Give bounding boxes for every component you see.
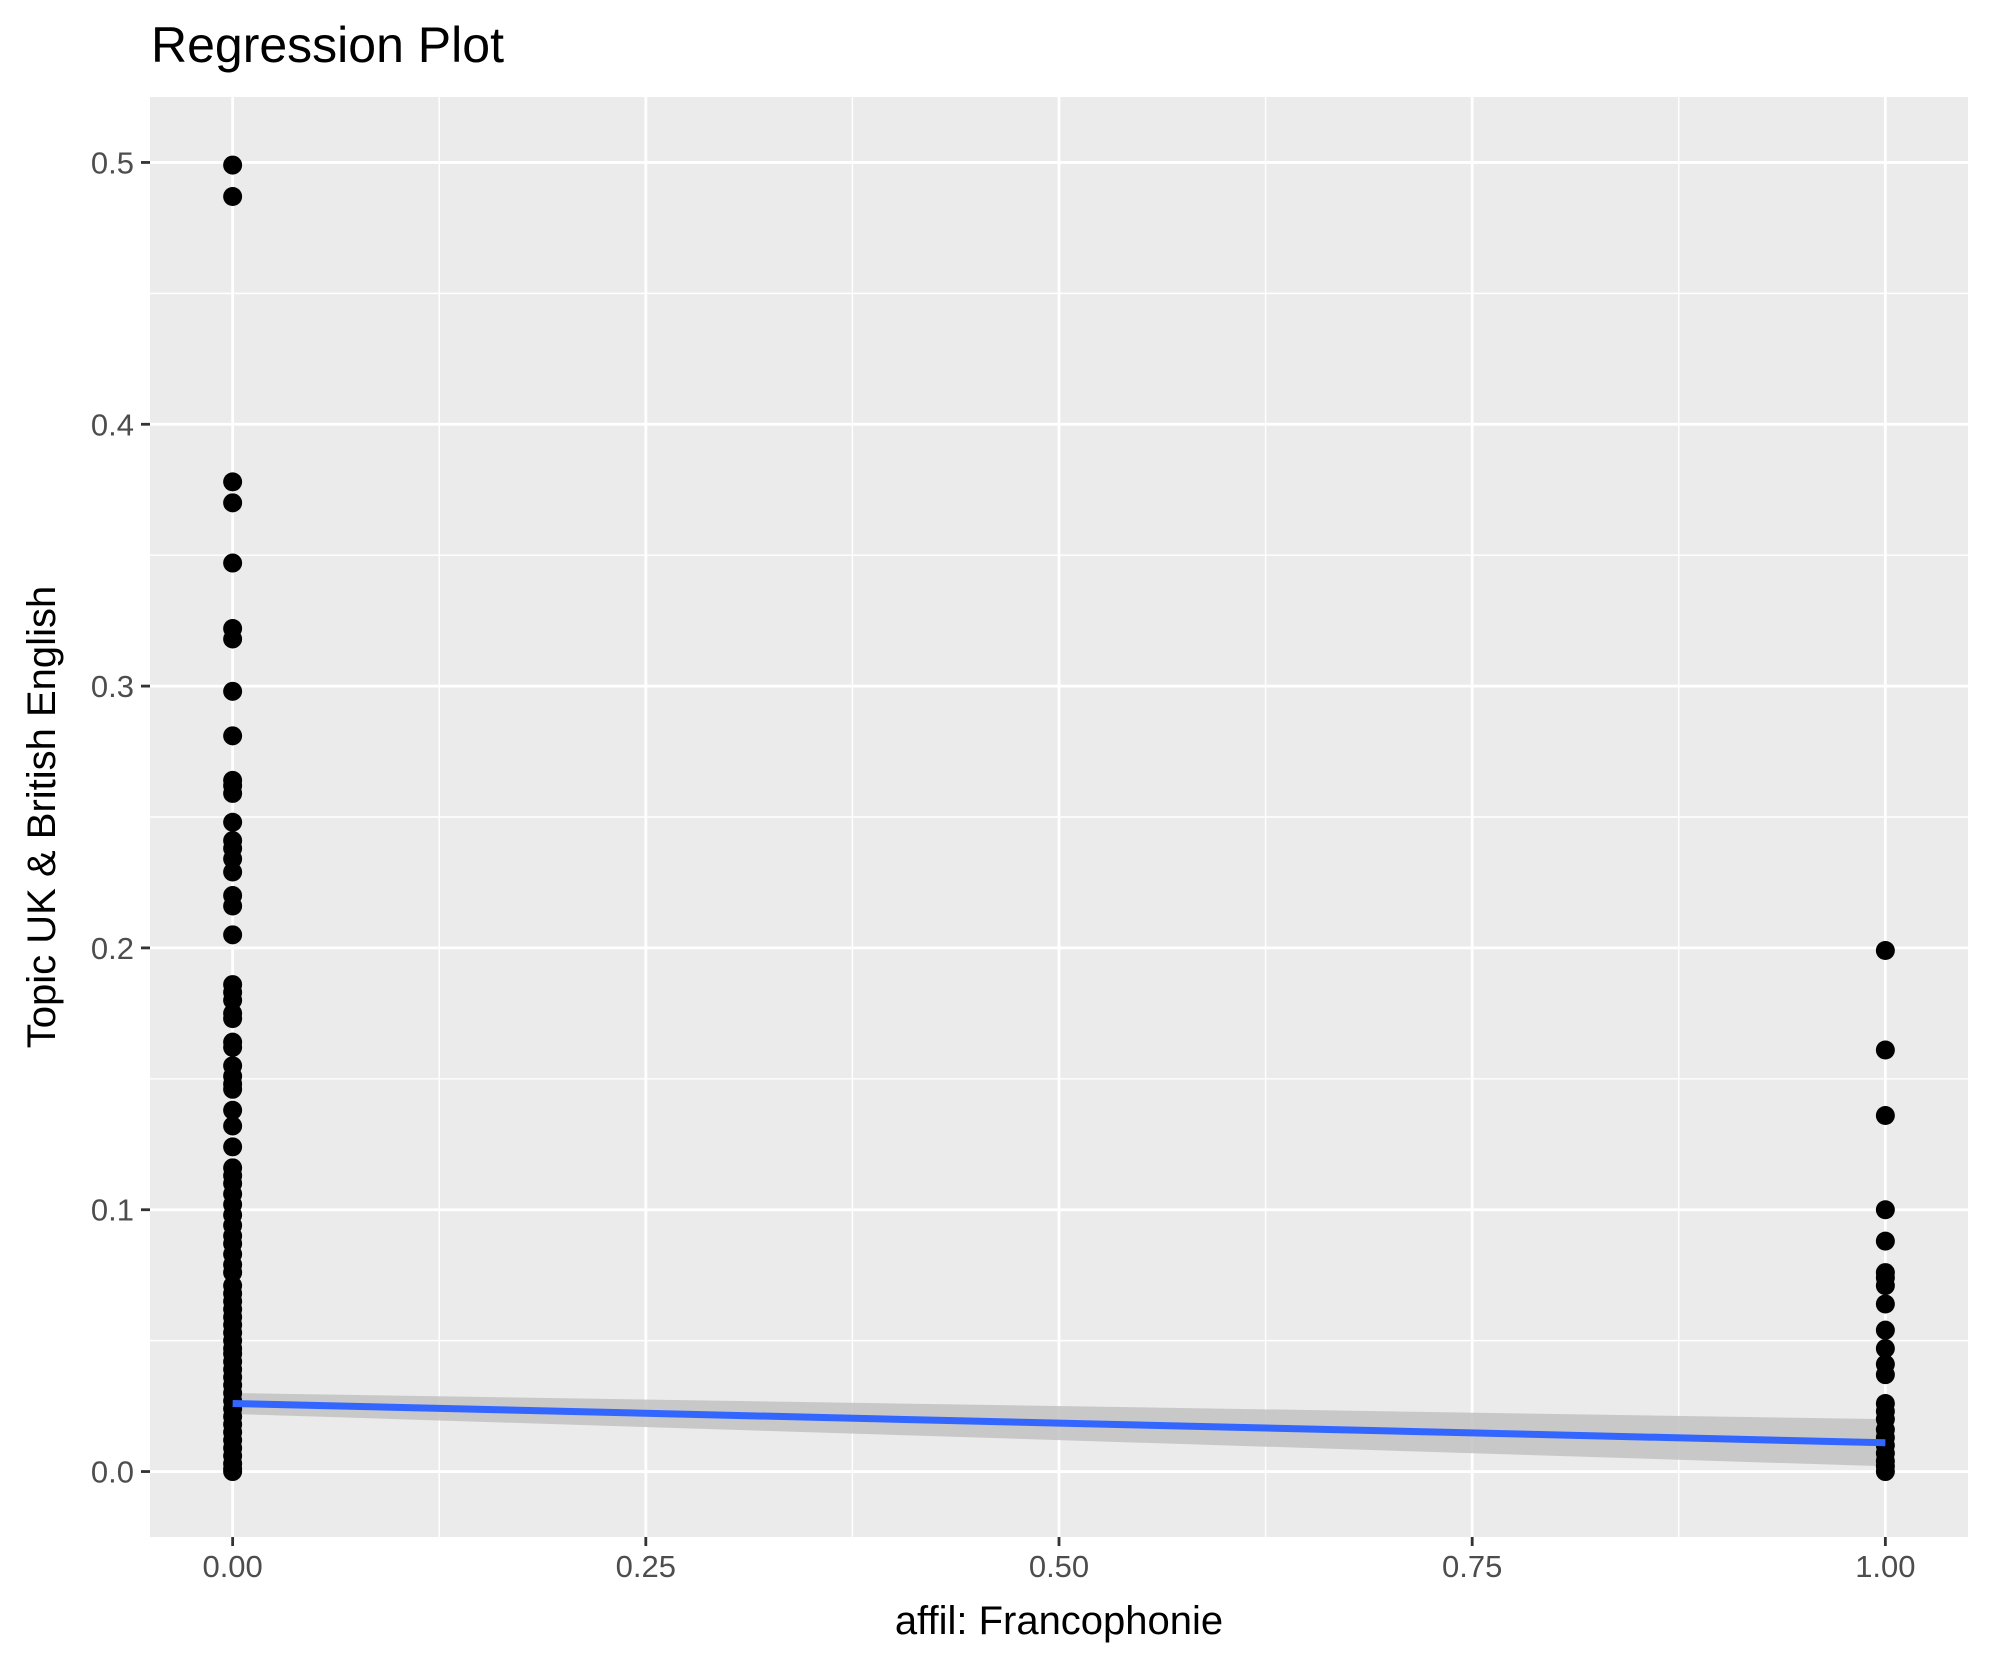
y-tick-label: 0.0 [91,1455,134,1490]
data-point [1875,1200,1895,1220]
data-point [1875,1276,1895,1296]
x-tick-label: 0.50 [1029,1549,1089,1584]
chart-title: Regression Plot [151,17,504,73]
data-point [223,726,243,746]
y-tick-label: 0.2 [91,931,134,966]
data-point [1875,1105,1895,1125]
x-axis-title: affil: Francophonie [895,1599,1223,1643]
data-point [223,862,243,882]
data-point [223,783,243,803]
y-tick-label: 0.3 [91,669,134,704]
regression-line [232,1399,1886,1447]
data-point [223,186,243,206]
data-point [1875,1320,1895,1340]
data-point [223,472,243,492]
regression-line-path [232,1399,1886,1447]
data-point [1875,1365,1895,1385]
data-point [223,681,243,701]
y-tick-label: 0.4 [91,407,134,442]
data-points [223,155,1895,1482]
x-axis: 0.00 0.25 0.50 0.75 1.00 [202,1537,1916,1584]
y-axis: 0.0 0.1 0.2 0.3 0.4 0.5 [91,145,150,1490]
data-point [223,155,243,175]
data-point [223,1009,243,1029]
data-point [1875,1231,1895,1251]
data-point [223,493,243,513]
data-point [1875,1294,1895,1314]
x-tick-label: 0.75 [1442,1549,1502,1584]
data-point [223,925,243,945]
data-point [1875,941,1895,961]
data-point [223,629,243,649]
y-tick-label: 0.1 [91,1193,134,1228]
data-point [223,849,243,869]
data-point [223,553,243,573]
data-point [223,896,243,916]
data-point [1875,1462,1895,1482]
y-axis-title: Topic UK & British English [20,586,64,1048]
x-tick-label: 0.00 [202,1549,262,1584]
data-point [223,1100,243,1120]
data-point [223,1462,243,1482]
x-tick-label: 0.25 [616,1549,676,1584]
data-point [223,1263,243,1283]
data-point [223,1137,243,1157]
data-point [1875,1338,1895,1358]
data-point [223,812,243,832]
data-point [1875,1040,1895,1060]
y-tick-label: 0.5 [91,145,134,180]
data-point [223,1079,243,1099]
data-point [223,1037,243,1057]
data-point [223,990,243,1010]
x-tick-label: 1.00 [1855,1549,1915,1584]
data-point [223,1116,243,1136]
